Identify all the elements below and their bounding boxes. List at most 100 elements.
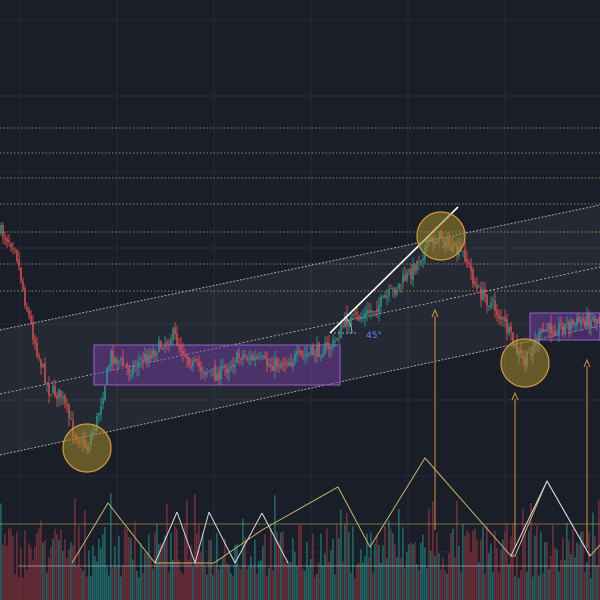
volume-bar	[366, 533, 368, 600]
volume-bar	[62, 550, 64, 600]
candle-body	[156, 353, 158, 355]
volume-bar	[38, 527, 40, 600]
candle-body	[472, 269, 474, 284]
volume-bar	[124, 526, 126, 600]
candle-body	[482, 289, 484, 301]
volume-bar	[306, 541, 308, 600]
pivot-low-circle	[500, 338, 550, 388]
volume-bar	[550, 555, 552, 600]
volume-bar	[492, 572, 494, 600]
pivot-markers[interactable]	[62, 211, 550, 473]
volume-bar	[228, 564, 230, 600]
candle-body	[148, 355, 150, 363]
candle-body	[552, 332, 554, 334]
candle-body	[548, 322, 550, 331]
candle-body	[330, 347, 332, 350]
candle-body	[34, 339, 36, 344]
arrow-markers[interactable]	[431, 308, 591, 548]
volume-bar	[22, 577, 24, 600]
zigzag-white-segment	[154, 511, 178, 564]
volume-bar	[34, 546, 36, 600]
volume-bar	[518, 577, 520, 600]
volume-bar	[84, 509, 86, 600]
candle-body	[354, 312, 356, 314]
volume-bar	[474, 528, 476, 600]
volume-bar	[422, 534, 424, 600]
volume-bar	[224, 538, 226, 600]
candle-body	[164, 343, 166, 348]
volume-bar	[336, 524, 338, 600]
volume-bar	[372, 573, 374, 600]
volume-bar	[360, 549, 362, 600]
candle-body	[130, 374, 132, 376]
candle-body	[398, 283, 400, 289]
candle-body	[306, 354, 308, 356]
candle-body	[232, 364, 234, 367]
volume-bar	[90, 575, 92, 600]
candle-body	[172, 328, 174, 340]
candle-body	[402, 274, 404, 283]
volume-bar	[476, 539, 478, 600]
volume-bar	[424, 547, 426, 600]
volume-bar	[566, 522, 568, 600]
volume-bar	[170, 532, 172, 600]
volume-bar	[558, 571, 560, 600]
volume-bar	[202, 533, 204, 600]
volume-bar	[570, 553, 572, 600]
candle-body	[298, 350, 300, 352]
candle-body	[340, 324, 342, 339]
candle-body	[588, 312, 590, 327]
candle-body	[290, 362, 292, 365]
candle-body	[286, 364, 288, 366]
candle-body	[344, 315, 346, 327]
volume-bar	[288, 561, 290, 600]
volume-bar	[414, 541, 416, 600]
candle-body	[362, 316, 364, 319]
volume-bar	[352, 526, 354, 600]
candle-body	[578, 317, 580, 323]
volume-bar	[430, 550, 432, 600]
volume-bar	[506, 523, 508, 600]
candle-body	[208, 371, 210, 373]
candle-body	[564, 323, 566, 333]
volume-bar	[142, 572, 144, 600]
volume-bar	[222, 556, 224, 600]
volume-bar	[36, 533, 38, 600]
volume-bar	[338, 538, 340, 600]
candle-body	[26, 307, 28, 311]
volume-bar	[416, 564, 418, 600]
candle-body	[494, 300, 496, 311]
candle-body	[464, 249, 466, 261]
candle-body	[508, 327, 510, 334]
volume-bar	[94, 556, 96, 600]
candle-body	[422, 258, 424, 261]
candle-body	[262, 356, 264, 358]
volume-bar	[58, 539, 60, 600]
candle-body	[326, 342, 328, 345]
candle-body	[138, 361, 140, 368]
volume-bar	[308, 566, 310, 600]
volume-bar	[148, 534, 150, 600]
volume-bar	[152, 568, 154, 600]
candle-body	[236, 351, 238, 364]
volume-bar	[530, 503, 532, 600]
candle-body	[128, 368, 130, 374]
candle-body	[338, 338, 340, 340]
volume-bar	[188, 559, 190, 600]
volume-bar	[472, 530, 474, 600]
candle-body	[506, 319, 508, 333]
volume-bar	[232, 576, 234, 600]
volume-bar	[102, 534, 104, 600]
parallel-channel[interactable]	[0, 204, 600, 456]
candle-body	[66, 404, 68, 407]
candle-body	[414, 264, 416, 272]
volume-bar	[184, 524, 186, 600]
candle-body	[272, 365, 274, 372]
volume-bar	[164, 535, 166, 600]
candle-body	[582, 318, 584, 321]
volume-bar	[496, 547, 498, 600]
volume-bar	[556, 549, 558, 600]
volume-bar	[270, 528, 272, 600]
